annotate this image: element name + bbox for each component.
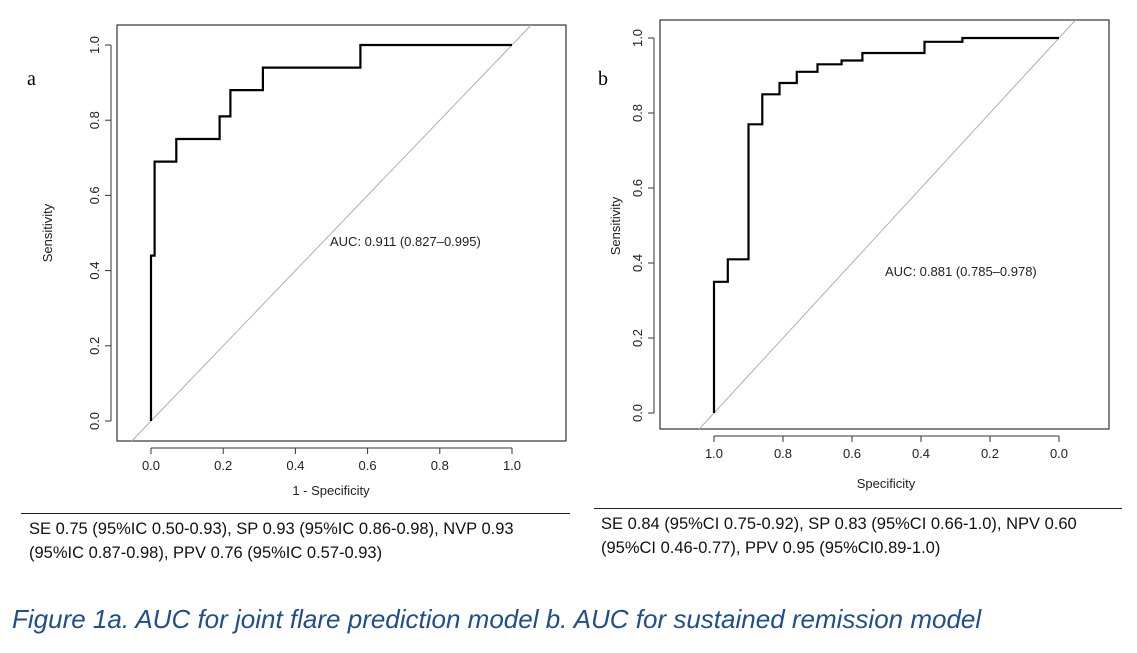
- x-tick-label-b: 0.6: [843, 446, 861, 461]
- auc-annotation-a: AUC: 0.911 (0.827–0.995): [330, 234, 481, 249]
- x-axis-b: 1.0 0.8 0.6 0.4 0.2 0.0: [705, 435, 1068, 461]
- y-axis-label-a: Sensitivity: [40, 203, 55, 262]
- x-axis-label-a: 1 - Specificity: [292, 483, 370, 498]
- x-tick-label-b: 0.2: [981, 446, 999, 461]
- figure-caption: Figure 1a. AUC for joint flare predictio…: [12, 604, 982, 634]
- auc-annotation-b: AUC: 0.881 (0.785–0.978): [885, 264, 1037, 279]
- roc-curve-b: [712, 36, 1059, 413]
- roc-chart-b: 1.0 0.8 0.6 0.4 0.2 0.0 0.0 0.2 0.4 0.6 0.8 1.0 AU…: [608, 19, 1110, 491]
- panel-label-a: a: [27, 68, 36, 90]
- y-tick-label-a: 0.6: [87, 186, 102, 204]
- y-tick-label-a: 0.8: [87, 111, 102, 129]
- reference-diagonal-a: [131, 24, 532, 442]
- y-tick-label-a: 0.4: [87, 262, 102, 280]
- stats-divider-a: [21, 513, 570, 514]
- y-tick-label-a: 0.0: [87, 412, 102, 430]
- y-tick-label-b: 1.0: [630, 29, 645, 47]
- y-tick-label-b: 0.6: [630, 179, 645, 197]
- y-tick-label-b: 0.4: [630, 254, 645, 272]
- x-tick-label-a: 0.2: [214, 458, 232, 473]
- y-axis-a: 0.0 0.2 0.4 0.6 0.8 1.0: [87, 36, 112, 430]
- x-tick-label-b: 1.0: [705, 446, 723, 461]
- y-tick-label-a: 1.0: [87, 36, 102, 54]
- x-tick-label-a: 0.0: [142, 458, 160, 473]
- roc-curve-a: [149, 43, 512, 421]
- x-tick-label-a: 0.4: [286, 458, 304, 473]
- x-tick-label-b: 0.0: [1050, 446, 1068, 461]
- y-tick-label-b: 0.0: [630, 404, 645, 422]
- x-tick-label-a: 0.8: [431, 458, 449, 473]
- roc-chart-a: 0.0 0.2 0.4 0.6 0.8 1.0 0.0 0.2 0.4 0.6 0.8 1.0 AU…: [40, 24, 567, 498]
- y-axis-label-b: Sensitivity: [608, 196, 623, 255]
- stats-divider-b: [594, 508, 1122, 509]
- reference-diagonal-b: [698, 19, 1076, 430]
- plot-frame-a: [116, 24, 567, 442]
- stats-text-a: SE 0.75 (95%IC 0.50-0.93), SP 0.93 (95%I…: [29, 520, 514, 562]
- stats-text-b: SE 0.84 (95%CI 0.75-0.92), SP 0.83 (95%C…: [601, 515, 1077, 557]
- y-tick-label-a: 0.2: [87, 337, 102, 355]
- x-tick-label-b: 0.4: [912, 446, 930, 461]
- x-tick-label-b: 0.8: [774, 446, 792, 461]
- x-tick-label-a: 0.6: [359, 458, 377, 473]
- y-axis-b: 0.0 0.2 0.4 0.6 0.8 1.0: [630, 29, 655, 422]
- y-tick-label-b: 0.8: [630, 104, 645, 122]
- x-axis-a: 0.0 0.2 0.4 0.6 0.8 1.0: [142, 447, 521, 473]
- panel-label-b: b: [598, 68, 608, 90]
- plot-frame-b: [659, 19, 1110, 430]
- x-tick-label-a: 1.0: [503, 458, 521, 473]
- y-tick-label-b: 0.2: [630, 329, 645, 347]
- x-axis-label-b: Specificity: [857, 476, 916, 491]
